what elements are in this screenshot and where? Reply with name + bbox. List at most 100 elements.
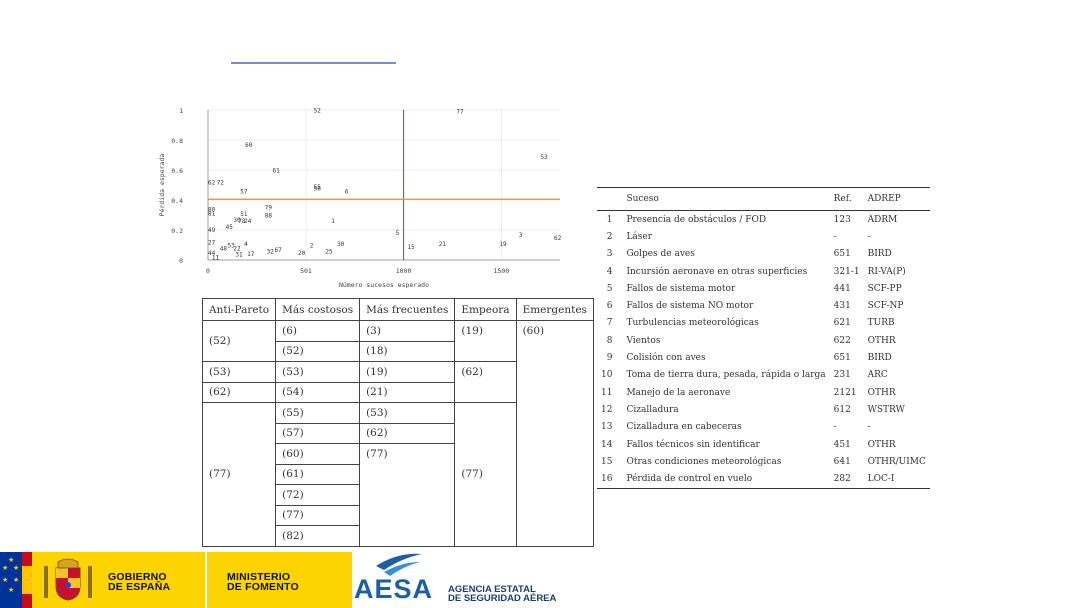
ministerio-line2: DE FOMENTO	[227, 581, 299, 593]
scatter-chart: 0 0.2 0.4 0.6 0.8 1 0 501 1000 1500 Número sucesos…	[158, 107, 562, 288]
y-axis-label: Pérdida esperada	[158, 154, 166, 217]
ministerio-text: MINISTERIO DE FOMENTO	[227, 571, 299, 593]
events-table: Suceso Ref. ADREP 1 Presencia de obstácul…	[597, 187, 930, 489]
costosos-cell: (77)	[275, 504, 361, 526]
event-number: 8	[606, 335, 613, 346]
aesa-logo: AESA AGENCIA ESTATAL DE SEGURIDAD AÉREA	[352, 552, 572, 608]
anti-pareto-cell: (53)	[201, 361, 277, 383]
header-mas-frecuentes: Más frecuentes	[359, 298, 456, 321]
data-point-label: 67	[274, 247, 282, 254]
costosos-cell: (82)	[275, 525, 361, 547]
aesa-subtitle-line1: AGENCIA ESTATAL	[448, 584, 536, 595]
event-ref: 431	[833, 301, 851, 312]
frecuentes-cell: (21)	[359, 381, 456, 403]
event-name: Golpes de aves	[626, 249, 695, 260]
gobierno-line1: GOBIERNO	[108, 571, 167, 583]
event-ref: -	[833, 231, 837, 242]
banner-divider	[205, 552, 207, 608]
event-number: 9	[606, 353, 613, 364]
event-row: 13 Cizalladura en cabeceras - -	[597, 419, 930, 436]
eu-flag: ★ ★ ★ ★ ★ ★	[0, 552, 22, 608]
costosos-cell: (57)	[275, 422, 361, 444]
event-row: 15 Otras condiciones meteorológicas 641 OTH…	[597, 453, 930, 470]
event-number: 2	[606, 231, 613, 242]
event-adrep: OTHR	[867, 335, 896, 346]
header-empeora: Empeora	[454, 298, 517, 321]
event-number: 6	[606, 301, 613, 312]
data-point-label: 53	[228, 243, 236, 250]
data-point-label: 27	[208, 240, 216, 247]
event-name: Láser	[626, 231, 653, 242]
costosos-cell: (54)	[275, 381, 361, 403]
data-point-label: 49	[208, 227, 216, 234]
events-header-adrep: ADREP	[863, 187, 930, 211]
event-row: 1 Presencia de obstáculos / FOD 123 ADRM	[597, 211, 930, 229]
empeora-cell: (62)	[454, 361, 517, 403]
data-point-label: 88	[265, 213, 273, 220]
data-point-label: 22	[233, 246, 241, 253]
data-point-label: 51	[240, 211, 248, 218]
data-point-label: 21	[439, 241, 447, 248]
event-number: 7	[606, 318, 613, 329]
data-point-label: 30	[337, 241, 345, 248]
aesa-subtitle-line2: DE SEGURIDAD AÉREA	[448, 593, 557, 604]
data-point-label: 45	[226, 224, 234, 231]
event-adrep: -	[867, 231, 871, 242]
data-point-label: 55	[314, 184, 322, 191]
frecuentes-cell: (53)	[359, 402, 456, 424]
event-adrep: SCF-NP	[867, 301, 904, 312]
y-tick-label: 1	[179, 107, 183, 115]
event-row: 2 Láser - -	[597, 228, 930, 245]
event-row: 12 Cizalladura 612 WSTRW	[597, 401, 930, 418]
event-name: Manejo de la aeronave	[626, 387, 731, 398]
data-point-label: 17	[247, 251, 255, 258]
data-point-label: 81	[208, 210, 216, 217]
data-point-label: 31	[235, 252, 243, 259]
title-underline	[231, 62, 396, 64]
data-point-label: 3	[519, 232, 523, 239]
event-number: 3	[606, 249, 613, 260]
costosos-cell: (53)	[275, 361, 361, 383]
event-ref: 651	[833, 353, 851, 364]
x-axis-label: Número sucesos esperado	[339, 281, 429, 288]
x-tick-label: 501	[300, 267, 312, 275]
coat-of-arms-icon	[44, 558, 92, 601]
event-number: 4	[606, 266, 613, 277]
event-adrep: RI-VA(P)	[867, 266, 906, 277]
event-number: 1	[606, 214, 613, 225]
x-tick-label: 1500	[494, 267, 510, 275]
anti-pareto-cell: (62)	[201, 381, 277, 403]
aesa-wordmark: AESA	[354, 574, 434, 604]
ministerio-line1: MINISTERIO	[227, 571, 291, 583]
event-name: Vientos	[626, 335, 661, 346]
data-point-label: 78	[238, 218, 246, 225]
event-adrep: ARC	[867, 370, 888, 381]
event-row: 3 Golpes de aves 651 BIRD	[597, 246, 930, 263]
anti-pareto-cell: (77)	[201, 402, 277, 547]
costosos-cell: (55)	[275, 402, 361, 424]
event-number: 11	[601, 387, 613, 398]
event-number: 16	[601, 474, 613, 485]
event-name: Cizalladura en cabeceras	[626, 422, 742, 433]
event-adrep: TURB	[867, 318, 895, 329]
event-row: 5 Fallos de sistema motor 441 SCF-PP	[597, 280, 930, 297]
event-ref: -	[833, 422, 837, 433]
frecuentes-cell: (3)	[359, 320, 456, 342]
event-row: 16 Pérdida de control en vuelo 282 LOC-I	[597, 470, 930, 488]
events-header-num	[597, 187, 623, 211]
event-ref: 651	[833, 249, 851, 260]
events-header-suceso: Suceso	[622, 187, 830, 211]
event-adrep: BIRD	[867, 353, 892, 364]
data-point-label: 4	[244, 241, 248, 248]
costosos-cell: (61)	[275, 463, 361, 485]
data-point-label: 62	[554, 235, 562, 242]
data-point-label: 24	[244, 218, 252, 225]
data-point-label: 57	[240, 189, 248, 196]
data-point-label: 62	[208, 180, 216, 187]
event-name: Turbulencias meteorológicas	[626, 318, 759, 329]
data-point-label: 48	[220, 246, 228, 253]
costosos-cell: (72)	[275, 484, 361, 506]
data-point-label: 11	[212, 255, 220, 262]
event-ref: 641	[833, 456, 851, 467]
event-row: 7 Turbulencias meteorológicas 621 TURB	[597, 315, 930, 332]
